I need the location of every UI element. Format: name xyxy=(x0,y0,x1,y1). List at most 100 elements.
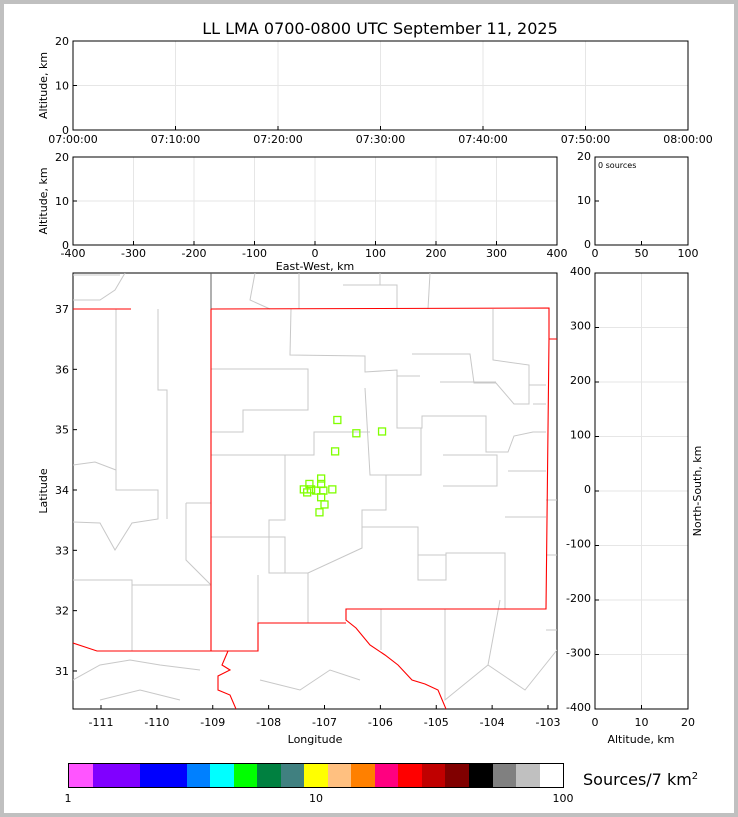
y-axis-label: Altitude, km xyxy=(37,52,50,119)
colorbar-segment xyxy=(492,764,517,787)
y-axis-label: Altitude, km xyxy=(37,167,50,234)
x-tick-label: 07:40:00 xyxy=(458,133,507,146)
x-tick-label: -400 xyxy=(61,247,86,260)
map-boundaries xyxy=(73,273,557,709)
y-tick-label: 400 xyxy=(570,265,591,278)
colorbar-segment xyxy=(233,764,258,787)
y-tick-label: 32 xyxy=(55,605,69,618)
axes-frame xyxy=(594,272,689,710)
x-tick-label: 0 xyxy=(592,716,599,729)
y-tick-label: 300 xyxy=(570,320,591,333)
source-point xyxy=(315,508,324,517)
colorbar-segment xyxy=(210,764,234,787)
colorbar-segment xyxy=(445,764,469,787)
colorbar-segment xyxy=(398,764,422,787)
figure: LL LMA 0700-0800 UTC September 11, 2025 … xyxy=(4,4,734,813)
x-tick-label: 200 xyxy=(426,247,447,260)
panel-0: 07:00:00 07:10:00 07:20:00 07:30:00 07:40:00… xyxy=(37,35,713,146)
y-tick-label: 0 xyxy=(584,483,591,496)
y-tick-label: 36 xyxy=(55,363,69,376)
colorbar-segment xyxy=(280,764,305,787)
x-tick-label: 07:50:00 xyxy=(561,133,610,146)
x-tick-label: -111 xyxy=(89,716,114,729)
y-tick-label: 10 xyxy=(55,80,69,93)
figure-canvas: LL LMA 0700-0800 UTC September 11, 2025 … xyxy=(37,19,713,746)
y-tick-label: -300 xyxy=(566,647,591,660)
x-tick-label: 20 xyxy=(681,716,695,729)
x-tick-label: -100 xyxy=(242,247,267,260)
x-tick-label: 07:30:00 xyxy=(356,133,405,146)
colorbar xyxy=(68,763,564,788)
panel-3: -111 -110 -109 -108 -107 -106 -105 -104 -103 31 32… xyxy=(37,272,561,746)
x-tick-label: 300 xyxy=(486,247,507,260)
x-tick-label: 07:20:00 xyxy=(253,133,302,146)
source-point xyxy=(320,500,329,509)
panel-4: 0 10 20 -400 -300 -200 -100 0 100 200 300 400 North-… xyxy=(566,265,704,746)
x-tick-label: 07:00:00 xyxy=(48,133,97,146)
x-tick-label: 07:10:00 xyxy=(151,133,200,146)
axes-frame xyxy=(72,272,558,710)
x-tick-label: -104 xyxy=(480,716,505,729)
colorbar-segment xyxy=(469,764,493,787)
y-tick-label: 20 xyxy=(55,151,69,164)
y-tick-label: 10 xyxy=(55,195,69,208)
colorbar-segment xyxy=(327,764,352,787)
colorbar-segment xyxy=(351,764,375,787)
y-tick-label: 10 xyxy=(577,194,591,207)
y-tick-label: 37 xyxy=(55,303,69,316)
y-tick-label: -200 xyxy=(566,592,591,605)
axes-frame xyxy=(72,156,558,246)
source-point xyxy=(305,479,314,489)
y-tick-label: 31 xyxy=(55,665,69,678)
y-axis-label: Latitude xyxy=(37,468,50,514)
x-tick-label: -107 xyxy=(312,716,337,729)
chart-title: LL LMA 0700-0800 UTC September 11, 2025 xyxy=(202,19,558,38)
source-point xyxy=(352,429,361,438)
colorbar-segment xyxy=(69,764,93,787)
x-tick-label: 08:00:00 xyxy=(663,133,712,146)
y-tick-label: 0 xyxy=(62,124,69,137)
colorbar-segment xyxy=(374,764,399,787)
axes-frame xyxy=(594,156,689,246)
source-point xyxy=(328,485,337,494)
source-point xyxy=(333,415,342,425)
x-tick-label: 400 xyxy=(547,247,568,260)
x-tick-label: 100 xyxy=(365,247,386,260)
colorbar-segment xyxy=(139,764,187,787)
x-tick-label: -109 xyxy=(200,716,225,729)
y-tick-label: 200 xyxy=(570,374,591,387)
x-tick-label: -103 xyxy=(536,716,561,729)
y-tick-label: 33 xyxy=(55,544,69,557)
x-tick-label: -300 xyxy=(121,247,146,260)
y-tick-label: 0 xyxy=(584,238,591,251)
colorbar-segment xyxy=(257,764,281,787)
y-axis-label: North-South, km xyxy=(691,446,704,537)
x-tick-label: 10 xyxy=(635,716,649,729)
x-axis-label: Longitude xyxy=(288,733,343,746)
panel-2: 0 50 100 0 10 20 xyxy=(577,150,699,260)
colorbar-segment xyxy=(539,764,564,787)
x-axis-label: Altitude, km xyxy=(607,733,674,746)
colorbar-segment xyxy=(304,764,328,787)
y-tick-label: -100 xyxy=(566,538,591,551)
source-point xyxy=(303,488,312,497)
x-tick-label: 0 xyxy=(592,247,599,260)
x-tick-label: 50 xyxy=(635,247,649,260)
y-tick-label: 100 xyxy=(570,429,591,442)
x-tick-label: -105 xyxy=(424,716,449,729)
x-tick-label: -108 xyxy=(256,716,281,729)
x-tick-label: 0 xyxy=(312,247,319,260)
panel-1: -400 -300 -200 -100 0 100 200 300 400 0 10 20 Altitu… xyxy=(37,151,568,273)
y-tick-label: 34 xyxy=(55,484,69,497)
source-point xyxy=(330,447,340,456)
y-tick-label: 20 xyxy=(577,150,591,163)
source-point xyxy=(377,427,387,436)
colorbar-segment xyxy=(516,764,540,787)
colorbar-segment xyxy=(421,764,446,787)
x-tick-label: -200 xyxy=(182,247,207,260)
source-point xyxy=(316,493,326,502)
source-point xyxy=(319,486,328,495)
source-point xyxy=(316,474,326,483)
x-tick-label: 100 xyxy=(678,247,699,260)
y-tick-label: 35 xyxy=(55,424,69,437)
